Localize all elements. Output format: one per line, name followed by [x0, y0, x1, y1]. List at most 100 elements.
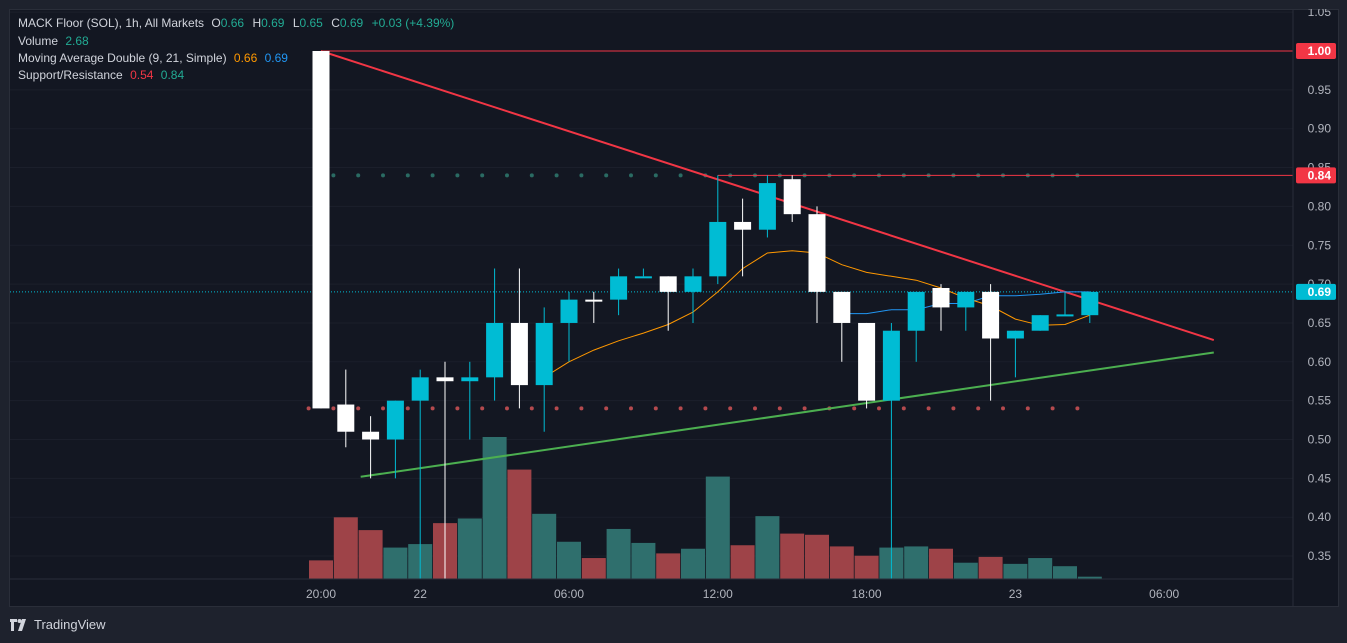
legend-symbol-row: MACK Floor (SOL), 1h, All Markets O0.66 … — [18, 16, 459, 30]
support-dot — [455, 406, 460, 411]
candle-body — [1081, 291, 1099, 316]
support-trendline — [360, 351, 1214, 478]
tradingview-brand-text: TradingView — [34, 617, 106, 632]
x-tick-label: 20:00 — [306, 587, 336, 601]
candle — [882, 322, 900, 579]
candle-body — [684, 276, 702, 292]
legend-ma-fast-value: 0.66 — [233, 51, 258, 65]
legend-volume-value: 2.68 — [65, 34, 89, 48]
resistance-dot — [430, 173, 435, 178]
x-tick-label: 12:00 — [703, 587, 733, 601]
candle — [833, 291, 851, 362]
legend-volume-row[interactable]: Volume 2.68 — [18, 34, 93, 48]
candle-body — [510, 322, 528, 386]
legend-sr-label: Support/Resistance — [18, 68, 123, 82]
x-tick-label: 18:00 — [852, 587, 882, 601]
volume-bar — [581, 558, 606, 579]
candle — [758, 175, 776, 238]
support-dot — [678, 406, 683, 411]
candle — [1031, 315, 1049, 331]
y-tick-label: 0.60 — [1308, 355, 1332, 369]
volume-bar — [978, 556, 1003, 579]
candle — [510, 268, 528, 409]
volume-bar — [805, 534, 829, 579]
candle — [858, 322, 876, 409]
candle-body — [585, 299, 603, 302]
support-dot — [405, 406, 410, 411]
tradingview-attribution[interactable]: TradingView — [10, 617, 106, 632]
candle — [486, 268, 504, 401]
support-dot — [480, 406, 485, 411]
price-chart[interactable]: 1.050.950.900.850.800.750.700.650.600.55… — [9, 9, 1339, 607]
candle-body — [833, 291, 851, 323]
legend-high-label: H — [252, 16, 262, 30]
support-dot — [926, 406, 931, 411]
candle-body — [337, 404, 355, 432]
legend-sr-row[interactable]: Support/Resistance 0.54 0.84 — [18, 68, 188, 82]
volume-bar — [1077, 576, 1102, 579]
candle-body — [1056, 314, 1074, 317]
legend-close-label: C — [331, 16, 340, 30]
resistance-dot — [405, 173, 410, 178]
legend-open-label: O — [211, 16, 221, 30]
volume-bar — [383, 547, 408, 579]
legend-sr-resistance-value: 0.84 — [160, 68, 185, 82]
legend-low-label: L — [292, 16, 300, 30]
volume-bar — [755, 516, 780, 579]
legend-sr-support-value: 0.54 — [130, 68, 154, 82]
legend-volume-label: Volume — [18, 34, 59, 48]
support-dot — [703, 406, 708, 411]
y-tick-label: 0.90 — [1308, 122, 1332, 136]
y-tick-label: 0.65 — [1308, 316, 1332, 330]
volume-bar — [532, 513, 557, 579]
candle-body — [610, 276, 628, 300]
y-tick-label: 0.40 — [1308, 510, 1332, 524]
candle — [783, 175, 801, 222]
price-label-box — [1296, 167, 1336, 184]
legend-close-value: 0.69 — [339, 16, 364, 30]
support-dot — [877, 406, 881, 411]
support-dot — [1001, 406, 1005, 411]
candle — [982, 284, 1000, 401]
candle — [659, 276, 677, 331]
candle-body — [1031, 315, 1049, 331]
candle — [312, 51, 330, 409]
candle-body — [734, 221, 752, 230]
candle-body — [858, 322, 876, 401]
support-dot — [802, 406, 807, 411]
support-dot — [554, 406, 559, 411]
volume-bar — [681, 548, 705, 579]
support-dot — [753, 406, 757, 411]
support-dot — [852, 406, 857, 411]
legend-open-value: 0.66 — [220, 16, 245, 30]
legend-ma-row[interactable]: Moving Average Double (9, 21, Simple) 0.… — [18, 51, 292, 65]
candle-body — [436, 377, 454, 382]
plot-area — [10, 11, 1293, 579]
price-label: 0.69 — [1308, 285, 1332, 299]
volume-bar — [507, 469, 532, 579]
candle-body — [882, 330, 900, 401]
legend-low-value: 0.65 — [299, 16, 323, 30]
candle — [808, 206, 826, 323]
volume-bar — [1053, 566, 1077, 579]
candle — [907, 291, 925, 362]
volume-bar — [854, 555, 879, 579]
tradingview-logo-icon — [10, 618, 26, 631]
candle — [634, 268, 652, 279]
candle-body — [486, 322, 504, 378]
volume-bar — [929, 548, 953, 579]
candle-body — [932, 287, 950, 308]
y-tick-label: 0.95 — [1308, 83, 1332, 97]
resistance-dot — [653, 173, 658, 178]
support-dot — [653, 406, 658, 411]
x-tick-label: 06:00 — [1149, 587, 1179, 601]
support-dot — [331, 406, 336, 411]
volume-bar — [705, 476, 730, 579]
candle — [411, 369, 429, 579]
y-tick-label: 1.05 — [1308, 9, 1332, 19]
support-dot — [381, 406, 385, 411]
candle — [932, 284, 950, 331]
volume-bar — [904, 546, 929, 579]
resistance-dot — [529, 173, 534, 178]
resistance-dot — [480, 173, 485, 178]
